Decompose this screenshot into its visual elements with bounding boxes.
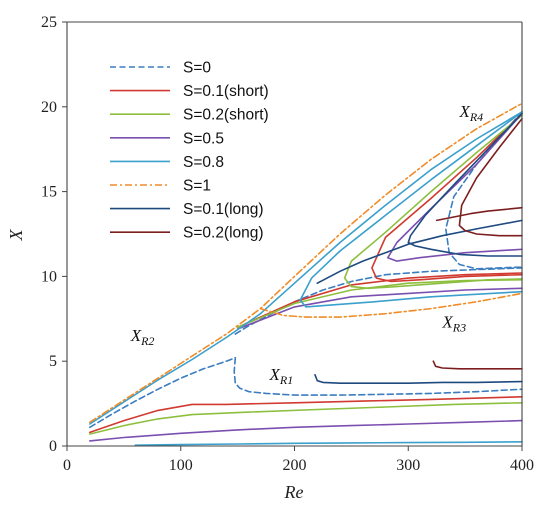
legend-label: S=0.2(short) [183, 107, 269, 124]
series-line-s-1-2 [259, 292, 523, 318]
series-line-s-0-2-short-1 [89, 401, 523, 435]
series-s-0-8 [89, 111, 523, 447]
legend-label: S=0.1(long) [183, 201, 264, 218]
region-annotations: XR4 XR2 XR1 XR3 [130, 102, 483, 387]
series-s-0-1-long [314, 112, 523, 385]
region-label: XR1 [268, 365, 293, 387]
plot-area [89, 102, 523, 447]
region-label: XR2 [130, 326, 155, 348]
series-line-s-0-2 [233, 356, 523, 396]
region-label: XR3 [441, 312, 466, 334]
series-line-s-0-5-2 [236, 287, 523, 330]
region-label: XR4 [458, 102, 483, 124]
series-line-s-0-8-1 [134, 440, 523, 447]
series-line-s-0-8-2 [89, 111, 523, 425]
tick-labels: 0 100 200 300 400 0 5 10 15 20 25 [41, 14, 534, 474]
legend-label: S=0.1(short) [183, 83, 269, 100]
x-tick-label: 300 [396, 457, 420, 474]
series-line-s-0-5-3 [386, 112, 523, 262]
y-tick-label: 10 [41, 268, 57, 285]
series-line-s-0-2-short-3 [343, 114, 523, 290]
x-tick-label: 200 [283, 457, 307, 474]
series-line-s-0-2-long-3 [458, 117, 523, 237]
series-s-1 [89, 102, 523, 424]
legend: S=0 S=0.1(short) S=0.2(short) S=0.5 S=0.8 S=1… [110, 60, 269, 242]
y-tick-label: 20 [41, 99, 57, 116]
series-line-s-0-1 [89, 356, 237, 429]
y-tick-label: 5 [49, 353, 57, 370]
series-s-0-1-short [89, 112, 523, 434]
x-tick-label: 0 [63, 457, 71, 474]
series-s-0-2-long [432, 117, 523, 370]
series-line-s-0-8-3 [299, 111, 523, 308]
legend-label: S=0.5 [183, 130, 224, 147]
series-line-s-0-2-long-1 [432, 360, 523, 370]
legend-label: S=0.2(long) [183, 225, 264, 242]
y-tick-label: 15 [41, 184, 57, 201]
series-line-s-0-1-long-3 [407, 112, 523, 257]
series-line-s-0-1-short-3 [371, 112, 523, 283]
series-line-s-0-2-long-2 [435, 206, 523, 222]
y-tick-label: 25 [41, 14, 57, 31]
legend-label: S=0 [183, 60, 211, 77]
series-line-s-0-1-long-2 [316, 219, 523, 285]
series-line-s-1-1 [89, 102, 523, 424]
x-tick-label: 100 [169, 457, 193, 474]
series-line-s-0-1-long-1 [314, 373, 523, 385]
legend-label: S=0.8 [183, 154, 224, 171]
series-line-s-0-1-short-1 [89, 395, 523, 434]
series-line-s-0-1-short-2 [236, 272, 523, 329]
series-s-0-5 [89, 112, 523, 442]
x-tick-label: 400 [510, 457, 534, 474]
series-line-s-0-5-1 [89, 419, 523, 442]
y-axis-label: X [6, 229, 26, 242]
legend-label: S=1 [183, 178, 211, 195]
x-axis-label: Re [284, 482, 304, 502]
series-s-0-2-short [89, 114, 523, 435]
y-tick-label: 0 [49, 438, 57, 455]
